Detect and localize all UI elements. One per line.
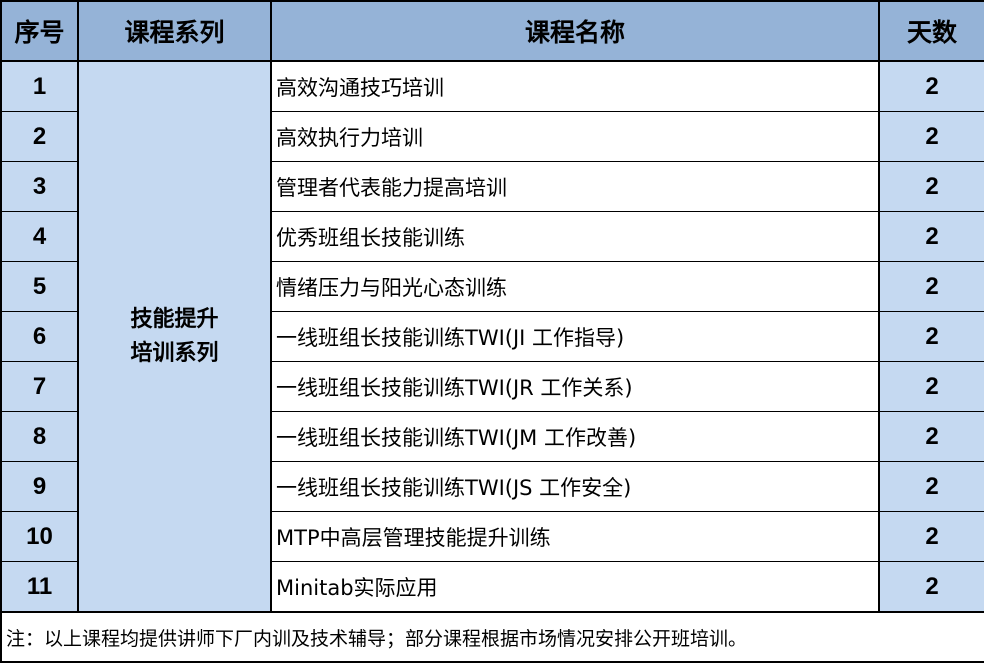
header-row: 序号 课程系列 课程名称 天数 — [0, 0, 984, 62]
row-number: 4 — [0, 211, 79, 262]
row-number: 3 — [0, 161, 79, 212]
header-no: 序号 — [0, 0, 79, 62]
table-row: 4 优秀班组长技能训练 2 — [0, 211, 984, 262]
table-row: 11 Minitab实际应用 2 — [0, 561, 984, 613]
row-number: 11 — [0, 561, 79, 613]
course-name: 一线班组长技能训练TWI(JM 工作改善) — [270, 411, 880, 462]
table-row: 1 技能提升 培训系列 高效沟通技巧培训 2 — [0, 60, 984, 613]
course-days: 2 — [878, 461, 984, 512]
footnote-row: 注：以上课程均提供讲师下厂内训及技术辅导；部分课程根据市场情况安排公开班培训。 — [0, 611, 984, 663]
course-series: 技能提升 培训系列 — [77, 60, 272, 613]
table-row: 5 情绪压力与阳光心态训练 2 — [0, 261, 984, 312]
series-line2: 培训系列 — [130, 340, 219, 366]
course-name: 高效执行力培训 — [270, 111, 880, 162]
course-name: Minitab实际应用 — [270, 561, 880, 613]
table-row: 9 一线班组长技能训练TWI(JS 工作安全) 2 — [0, 461, 984, 512]
course-days: 2 — [878, 261, 984, 312]
row-number: 7 — [0, 361, 79, 412]
course-name: 高效沟通技巧培训 — [270, 60, 880, 112]
course-name: 情绪压力与阳光心态训练 — [270, 261, 880, 312]
series-line1: 技能提升 — [130, 306, 219, 332]
course-days: 2 — [878, 211, 984, 262]
table-row: 6 一线班组长技能训练TWI(JI 工作指导) 2 — [0, 311, 984, 362]
header-days: 天数 — [878, 0, 984, 62]
table-row: 3 管理者代表能力提高培训 2 — [0, 161, 984, 212]
footnote: 注：以上课程均提供讲师下厂内训及技术辅导；部分课程根据市场情况安排公开班培训。 — [0, 611, 984, 663]
course-days: 2 — [878, 511, 984, 562]
row-number: 6 — [0, 311, 79, 362]
course-days: 2 — [878, 361, 984, 412]
row-number: 10 — [0, 511, 79, 562]
course-name: 一线班组长技能训练TWI(JI 工作指导) — [270, 311, 880, 362]
table-row: 8 一线班组长技能训练TWI(JM 工作改善) 2 — [0, 411, 984, 462]
row-number: 8 — [0, 411, 79, 462]
course-days: 2 — [878, 561, 984, 613]
course-days: 2 — [878, 111, 984, 162]
table-row: 7 一线班组长技能训练TWI(JR 工作关系) 2 — [0, 361, 984, 412]
row-number: 9 — [0, 461, 79, 512]
course-days: 2 — [878, 311, 984, 362]
course-name: 管理者代表能力提高培训 — [270, 161, 880, 212]
course-name: 一线班组长技能训练TWI(JR 工作关系) — [270, 361, 880, 412]
course-name: 优秀班组长技能训练 — [270, 211, 880, 262]
header-series: 课程系列 — [77, 0, 272, 62]
row-number: 2 — [0, 111, 79, 162]
course-name: MTP中高层管理技能提升训练 — [270, 511, 880, 562]
table-row: 10 MTP中高层管理技能提升训练 2 — [0, 511, 984, 562]
row-number: 5 — [0, 261, 79, 312]
row-number: 1 — [0, 60, 79, 112]
course-days: 2 — [878, 60, 984, 112]
course-days: 2 — [878, 411, 984, 462]
course-name: 一线班组长技能训练TWI(JS 工作安全) — [270, 461, 880, 512]
course-days: 2 — [878, 161, 984, 212]
header-name: 课程名称 — [270, 0, 880, 62]
